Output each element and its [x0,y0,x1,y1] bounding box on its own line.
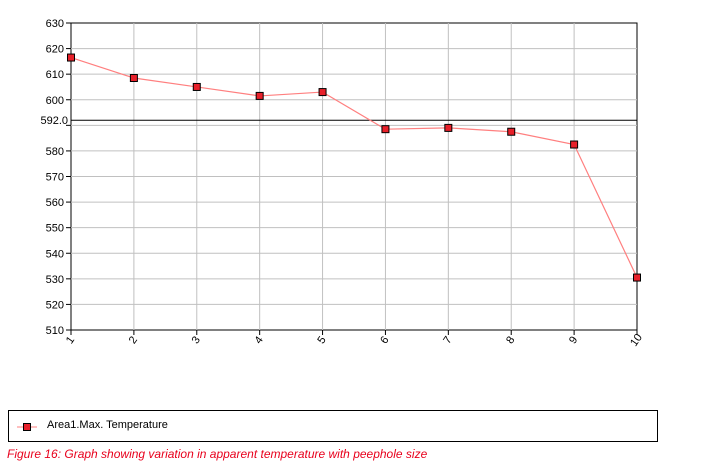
data-point [381,125,390,134]
y-tick-label: 550 [46,223,64,235]
x-tick-label: 5 [315,334,328,346]
data-point [633,273,641,282]
y-axis: 630 620 610 600 580 570 560 550 540 530 520 510 [46,18,71,337]
reference-line-group: 592.0 [40,115,637,127]
grid-lines [71,23,637,330]
y-tick-label: 620 [46,44,64,56]
x-tick-label: 1 [64,334,77,346]
x-tick-label: 7 [441,334,454,346]
x-axis: 1 2 3 4 5 6 7 8 9 10 [64,330,645,349]
x-tick-label: 2 [127,334,140,346]
legend-marker-icon [17,423,37,431]
series-line [70,56,638,278]
y-tick-label: 520 [46,299,64,311]
y-tick-label: 560 [46,197,64,209]
x-tick-label: 9 [567,334,580,346]
data-point [507,127,516,136]
legend: Area1.Max. Temperature [8,410,658,442]
figure-caption: Figure 16: Graph showing variation in ap… [7,447,428,461]
x-tick-label: 4 [253,334,266,346]
y-tick-label: 630 [46,18,64,30]
data-point [318,88,327,97]
series-group [67,53,641,282]
data-point [255,91,264,100]
x-tick-label: 8 [504,334,517,346]
reference-line-label: 592.0 [40,115,68,127]
x-tick-label: 6 [378,334,391,346]
data-point [570,140,579,149]
legend-label: Area1.Max. Temperature [47,419,168,431]
y-tick-label: 510 [46,325,64,337]
y-tick-label: 610 [46,69,64,81]
data-point [444,123,453,132]
data-point [67,53,75,62]
y-tick-label: 540 [46,248,64,260]
y-tick-label: 570 [46,172,64,184]
y-tick-label: 530 [46,274,64,286]
y-tick-label: 600 [46,95,64,107]
y-tick-label: 580 [46,146,64,158]
x-tick-label: 3 [190,334,203,346]
x-tick-label: 10 [628,332,645,349]
data-point [129,74,138,83]
data-point [192,82,201,91]
